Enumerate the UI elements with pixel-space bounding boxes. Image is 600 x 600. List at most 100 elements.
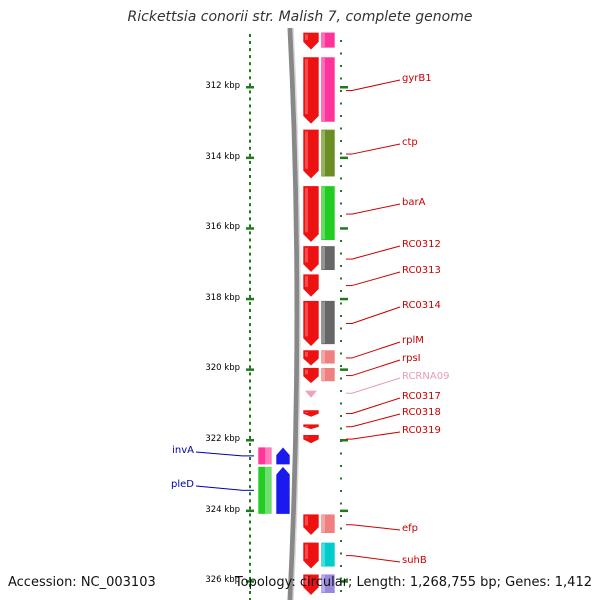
ruler-dot — [249, 421, 251, 425]
track-dot — [340, 565, 342, 567]
ruler-dot — [249, 442, 251, 446]
ruler-dot — [249, 598, 251, 600]
ruler-dot — [249, 591, 251, 594]
ruler-dot — [249, 146, 251, 150]
ruler — [246, 34, 348, 600]
gene-arrow-highlight — [305, 411, 308, 413]
track-dot — [340, 340, 342, 342]
ruler-dot — [249, 231, 251, 235]
ruler-dot — [249, 76, 251, 80]
cog-block — [320, 31, 336, 49]
ruler-dot — [249, 583, 251, 587]
ruler-dot — [249, 182, 251, 186]
cog-block-highlight — [322, 515, 325, 533]
label-leader — [351, 397, 401, 415]
gene-label: gyrB1 — [402, 73, 432, 84]
ruler-dot — [249, 62, 251, 66]
cog-block-highlight — [322, 368, 325, 381]
track-dot — [340, 552, 342, 555]
gene-arrow-highlight — [305, 544, 308, 559]
ruler-tick — [246, 297, 254, 301]
gene-arrow — [302, 423, 320, 430]
track-dot — [340, 240, 342, 242]
ruler-dot — [249, 125, 251, 129]
ruler-dot — [249, 189, 251, 193]
gene-arrow — [302, 273, 320, 298]
ruler-dot — [249, 168, 251, 171]
topology-summary: Topology: circular; Length: 1,268,755 bp… — [234, 575, 592, 590]
track-dot — [340, 515, 342, 517]
track-dot — [340, 577, 342, 580]
gene-arrow — [302, 300, 320, 347]
label-leaders — [195, 79, 401, 563]
ruler-dot — [249, 365, 251, 369]
track-dot — [340, 252, 342, 255]
ruler-dot — [249, 407, 251, 411]
ruler-tick-label: 316 kbp — [205, 222, 240, 233]
track-dot — [340, 40, 342, 42]
label-leader — [351, 271, 401, 287]
ruler-dot — [249, 217, 251, 221]
ruler-dot — [249, 111, 251, 115]
cog-block-highlight — [322, 33, 325, 47]
ruler-dot — [249, 259, 251, 263]
gene-arrow — [302, 245, 320, 273]
ruler-dot — [249, 414, 251, 418]
track-dot — [340, 352, 342, 355]
gene-label: RC0313 — [402, 265, 441, 276]
track-dot — [340, 102, 342, 105]
gene-arrow-highlight — [305, 302, 308, 337]
track-dot — [340, 165, 342, 167]
cog-block — [257, 466, 273, 515]
ruler-dot — [249, 513, 251, 517]
ruler-dot — [249, 555, 251, 559]
track-dot — [340, 52, 342, 55]
ruler-dot — [249, 506, 251, 510]
track-dot — [340, 290, 342, 292]
ruler-dot — [249, 386, 251, 390]
cog-block-highlight — [322, 246, 325, 270]
ruler-dot — [249, 450, 251, 453]
gene-arrow-highlight — [305, 58, 308, 115]
ruler-tick-label: 314 kbp — [205, 151, 240, 162]
cog-block-highlight — [265, 466, 272, 515]
gene-label: rpsI — [402, 353, 421, 364]
label-leader — [351, 555, 401, 563]
ruler-dot — [249, 358, 251, 362]
track-dot — [340, 65, 342, 67]
ruler-dot — [249, 104, 251, 108]
ruler-dot — [249, 55, 251, 59]
gene-arrow-highlight — [305, 516, 308, 526]
track-tick — [340, 227, 348, 230]
gene-label: RC0318 — [402, 407, 441, 418]
gene-arrow — [302, 31, 320, 51]
ruler-dot — [249, 344, 251, 348]
track-dot — [340, 177, 342, 180]
ruler-dot — [249, 118, 251, 122]
gene-arrow — [302, 573, 320, 596]
label-leader — [351, 79, 401, 92]
label-leader — [195, 451, 243, 457]
cog-block — [320, 573, 336, 594]
label-leader — [351, 359, 401, 377]
track-dot — [340, 452, 342, 455]
track-tick — [340, 368, 348, 371]
ruler-dot — [249, 569, 251, 573]
gene-label: RC0314 — [402, 300, 441, 311]
label-leader — [195, 485, 243, 491]
gene-label: suhB — [402, 555, 427, 566]
track-dot — [340, 190, 342, 192]
ruler-dot — [249, 139, 251, 143]
label-leader — [351, 203, 401, 215]
ruler-dot — [249, 196, 251, 200]
ruler-dot — [249, 562, 251, 566]
gene-arrow — [302, 542, 320, 570]
gene-arrow-reverse — [275, 446, 291, 466]
gene-label: efp — [402, 523, 419, 534]
ruler-dot — [249, 69, 251, 73]
cog-block-highlight — [322, 186, 325, 240]
track-dot — [340, 527, 342, 530]
cog-block-highlight — [322, 543, 325, 566]
